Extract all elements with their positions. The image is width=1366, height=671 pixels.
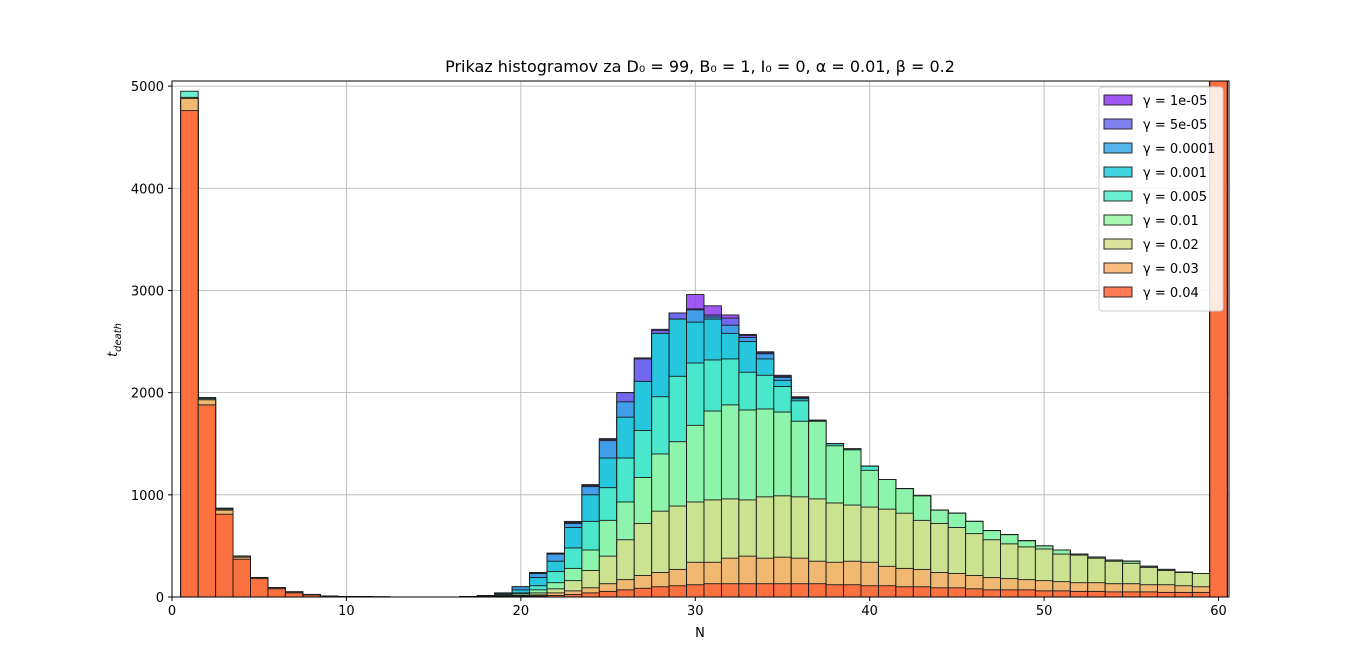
legend: γ = 1e-05 γ = 5e-05 γ = 0.0001 γ = 0.001 γ =… — [1098, 86, 1224, 312]
y-tick-label: 4000 — [131, 182, 164, 197]
histogram-bar — [738, 583, 757, 598]
axes — [171, 80, 1230, 598]
y-tick-label: 1000 — [131, 489, 164, 504]
histogram-bar — [947, 587, 967, 598]
histogram-bar — [825, 584, 844, 598]
histogram-bar — [581, 592, 600, 598]
histogram-bar — [180, 110, 199, 598]
histogram-bar — [1087, 590, 1106, 598]
legend-label: γ = 0.01 — [1143, 214, 1199, 229]
histogram-bar — [1157, 591, 1176, 598]
tick-labels: 0 10 20 30 40 50 60 0 1000 2000 3000 4000 5000 — [131, 80, 1227, 619]
histogram-bar — [232, 558, 251, 598]
x-tick-label: 40 — [861, 604, 878, 619]
y-tick-label: 3000 — [131, 284, 164, 299]
histogram-bar — [267, 588, 286, 598]
x-tick-label: 10 — [338, 604, 355, 619]
legend-swatch — [1103, 190, 1133, 202]
histogram-bar — [1174, 591, 1193, 598]
histogram-bar — [215, 513, 234, 598]
histogram-bar — [633, 587, 653, 598]
histogram-bar — [1052, 590, 1071, 598]
y-tick-label: 2000 — [131, 387, 164, 402]
legend-swatch — [1103, 166, 1133, 178]
x-tick-label: 60 — [1210, 604, 1227, 619]
histogram-bar — [651, 586, 670, 598]
histogram-bar — [1000, 589, 1019, 598]
histogram-bar — [860, 585, 879, 598]
histogram-bar — [895, 586, 914, 598]
histogram-bar — [1017, 589, 1036, 598]
x-tick-label: 0 — [168, 604, 176, 619]
histogram-bar — [773, 583, 792, 598]
y-tick-label: 0 — [156, 591, 164, 606]
x-tick-label: 20 — [513, 604, 530, 619]
histogram-bar — [703, 583, 722, 598]
histogram-bar — [1034, 590, 1054, 598]
histogram-bar — [930, 587, 949, 598]
histogram-bar — [877, 585, 897, 598]
histogram-bar — [755, 583, 775, 598]
y-axis-label: tdeath — [106, 323, 124, 357]
histogram-bar — [1069, 590, 1089, 598]
histogram-bar — [1139, 591, 1158, 598]
legend-swatch — [1103, 94, 1133, 106]
legend-label: γ = 0.03 — [1143, 262, 1199, 277]
legend-label: γ = 0.04 — [1143, 286, 1199, 301]
legend-swatch — [1103, 238, 1133, 250]
legend-swatch — [1103, 262, 1133, 274]
legend-label: γ = 1e-05 — [1143, 94, 1207, 109]
legend-label: γ = 0.001 — [1143, 166, 1207, 181]
x-tick-label: 30 — [687, 604, 704, 619]
x-tick-label: 50 — [1036, 604, 1053, 619]
histogram-bar — [982, 589, 1001, 598]
histogram-bar — [1191, 591, 1211, 598]
legend-swatch — [1103, 142, 1133, 154]
histogram-bar — [790, 583, 810, 598]
legend-swatch — [1103, 286, 1133, 298]
legend-label: γ = 0.0001 — [1143, 142, 1215, 157]
histogram-bar — [250, 578, 269, 598]
histogram-bar — [1104, 591, 1124, 598]
legend-swatch — [1103, 118, 1133, 130]
plot-frame — [171, 80, 1230, 598]
histogram-bar — [965, 588, 984, 598]
histogram-bar — [1122, 591, 1141, 598]
histogram-bar — [616, 589, 635, 598]
histogram-bar — [720, 583, 740, 598]
histogram-bar — [598, 590, 618, 598]
legend-label: γ = 5e-05 — [1143, 118, 1207, 133]
histogram-bar — [686, 584, 705, 598]
legend-label: γ = 0.005 — [1143, 190, 1207, 205]
histogram-bar — [912, 586, 932, 598]
histogram-bar — [284, 592, 304, 598]
legend-label: γ = 0.02 — [1143, 238, 1199, 253]
legend-swatch — [1103, 214, 1133, 226]
histogram-bar — [808, 583, 827, 598]
chart-title: Prikaz histogramov za D₀ = 99, B₀ = 1, I… — [445, 57, 955, 76]
histogram-bar — [197, 404, 217, 598]
x-axis-label: N — [695, 626, 705, 641]
histogram-bar — [668, 585, 687, 598]
histogram-bar — [843, 584, 862, 598]
y-tick-label: 5000 — [131, 80, 164, 95]
